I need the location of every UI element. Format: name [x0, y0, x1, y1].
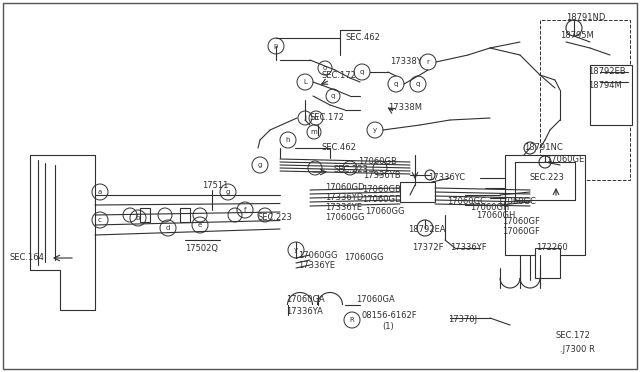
- Text: 17336YE: 17336YE: [325, 203, 362, 212]
- Text: b: b: [136, 215, 140, 221]
- Text: 17060GB: 17060GB: [362, 186, 401, 195]
- Text: y: y: [373, 127, 377, 133]
- Text: f: f: [244, 207, 246, 213]
- Text: 18792EA: 18792EA: [408, 225, 445, 234]
- Bar: [535, 248, 560, 278]
- Text: 17336YA: 17336YA: [286, 308, 323, 317]
- Bar: [400, 182, 435, 202]
- Text: 17060GA: 17060GA: [286, 295, 324, 305]
- Bar: [540, 20, 630, 180]
- Text: 17060GA: 17060GA: [356, 295, 395, 305]
- Text: SEC.462: SEC.462: [322, 144, 357, 153]
- Text: 17336YF: 17336YF: [450, 244, 486, 253]
- Text: 17336YC: 17336YC: [428, 173, 465, 183]
- Text: 17060GG: 17060GG: [365, 208, 404, 217]
- Text: 17060GH: 17060GH: [476, 211, 515, 219]
- Text: 17370J: 17370J: [448, 315, 477, 324]
- Text: 17060GG: 17060GG: [325, 214, 365, 222]
- Text: 17060GH: 17060GH: [470, 203, 509, 212]
- Text: m: m: [310, 129, 317, 135]
- Bar: [505, 155, 585, 255]
- Text: 18791ND: 18791ND: [566, 13, 605, 22]
- Text: 17060GD: 17060GD: [362, 196, 401, 205]
- Text: 17060GC: 17060GC: [497, 198, 536, 206]
- Text: 17060GG: 17060GG: [344, 253, 383, 263]
- Text: a: a: [98, 189, 102, 195]
- Text: 17060GD: 17060GD: [325, 183, 365, 192]
- Text: SEC.223: SEC.223: [258, 214, 293, 222]
- Text: 17060GB: 17060GB: [358, 157, 397, 167]
- Text: 17060GE: 17060GE: [546, 155, 584, 164]
- Text: d: d: [166, 225, 170, 231]
- Text: 18794M: 18794M: [588, 80, 621, 90]
- Text: R: R: [349, 317, 355, 323]
- Text: 17338M: 17338M: [388, 103, 422, 112]
- Bar: [590, 65, 632, 125]
- Text: SEC.172: SEC.172: [322, 71, 357, 80]
- Text: n: n: [314, 115, 318, 121]
- Text: (1): (1): [382, 321, 394, 330]
- Text: 17502Q: 17502Q: [185, 244, 218, 253]
- Text: 17336YD: 17336YD: [325, 193, 364, 202]
- Text: c: c: [98, 217, 102, 223]
- Text: y: y: [294, 247, 298, 253]
- Text: j: j: [304, 115, 306, 121]
- Text: h: h: [285, 137, 291, 143]
- Text: q: q: [360, 69, 364, 75]
- Text: SEC.223: SEC.223: [530, 173, 565, 183]
- Text: 17511: 17511: [202, 180, 228, 189]
- Text: e: e: [198, 222, 202, 228]
- Text: 17060GC: 17060GC: [447, 198, 486, 206]
- Text: p: p: [274, 43, 278, 49]
- Bar: [140, 208, 150, 222]
- Text: L: L: [303, 79, 307, 85]
- Text: 18791NC: 18791NC: [524, 144, 563, 153]
- Text: SEC.172: SEC.172: [556, 330, 591, 340]
- Text: 17338Y: 17338Y: [390, 58, 422, 67]
- Text: g: g: [258, 162, 262, 168]
- Bar: [180, 208, 190, 222]
- Text: q: q: [416, 81, 420, 87]
- Text: r: r: [427, 59, 429, 65]
- Text: 17060GF: 17060GF: [502, 228, 540, 237]
- Text: SEC.223: SEC.223: [333, 166, 368, 174]
- Text: o: o: [323, 65, 327, 71]
- Text: 172260: 172260: [536, 244, 568, 253]
- Text: 18792EB: 18792EB: [588, 67, 626, 77]
- Text: .J7300 R: .J7300 R: [560, 346, 595, 355]
- Text: q: q: [331, 93, 335, 99]
- Text: q: q: [394, 81, 398, 87]
- Text: 17060GF: 17060GF: [502, 218, 540, 227]
- Text: 17372F: 17372F: [412, 244, 444, 253]
- Text: SEC.164: SEC.164: [10, 253, 45, 263]
- Text: 17336YE: 17336YE: [298, 260, 335, 269]
- Text: 18795M: 18795M: [560, 31, 594, 39]
- Text: 17060GG: 17060GG: [298, 250, 337, 260]
- Text: SEC.462: SEC.462: [345, 33, 380, 42]
- Text: g: g: [226, 189, 230, 195]
- Text: 08156-6162F: 08156-6162F: [362, 311, 418, 320]
- Text: SEC.172: SEC.172: [310, 113, 345, 122]
- Text: 17336YB: 17336YB: [363, 170, 401, 180]
